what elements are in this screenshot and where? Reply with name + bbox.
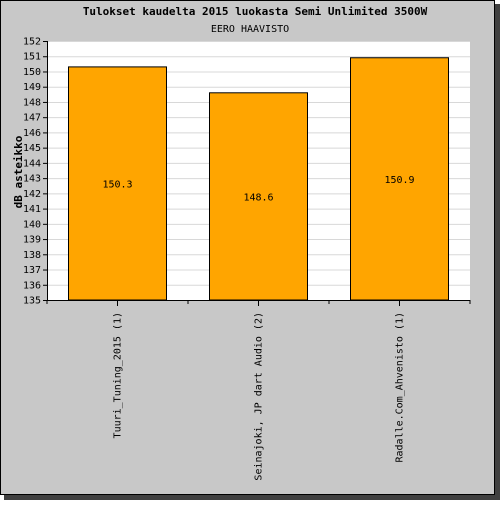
y-tick-label: 147 [23, 113, 41, 124]
y-tick-label: 152 [23, 37, 41, 48]
y-tick-label: 140 [23, 219, 41, 230]
bars: 150.3 148.6 150.9 [68, 57, 449, 301]
frame-shadow-right [495, 4, 500, 500]
x-category-label: Seinajoki, JP dart Audio (2) [254, 312, 265, 481]
chart-title: Tulokset kaudelta 2015 luokasta Semi Unl… [83, 5, 428, 18]
y-tick-label: 141 [23, 204, 41, 215]
chart-subtitle: EERO HAAVISTO [211, 24, 289, 35]
y-tick-label: 144 [23, 158, 41, 169]
data-label: 148.6 [243, 192, 273, 203]
y-tick-label: 150 [23, 67, 41, 78]
y-tick-label: 139 [23, 235, 41, 246]
y-tick-label: 135 [23, 296, 41, 307]
y-tick-label: 142 [23, 189, 41, 200]
y-tick-label: 151 [23, 52, 41, 63]
axes: 135 136 137 138 139 140 141 142 143 144 145 146 147 1… [23, 37, 471, 481]
y-axis-label: dB asteikko [12, 135, 25, 208]
bar [209, 92, 308, 301]
y-tick-label: 136 [23, 280, 41, 291]
data-label: 150.3 [102, 179, 132, 190]
y-tick-label: 149 [23, 82, 41, 93]
y-tick-label: 137 [23, 265, 41, 276]
frame-shadow-bottom [4, 495, 500, 500]
x-category-label: Radalle.Com_Ahvenisto (1) [395, 312, 406, 463]
data-label: 150.9 [384, 175, 414, 186]
bar [68, 66, 167, 301]
y-tick-label: 145 [23, 143, 41, 154]
y-tick-label: 146 [23, 128, 41, 139]
y-tick-label: 138 [23, 250, 41, 261]
x-category-label: Tuuri_Tuning_2015 (1) [113, 312, 124, 438]
bar [350, 57, 449, 301]
y-tick-label: 143 [23, 174, 41, 185]
y-tick-label: 148 [23, 97, 41, 108]
